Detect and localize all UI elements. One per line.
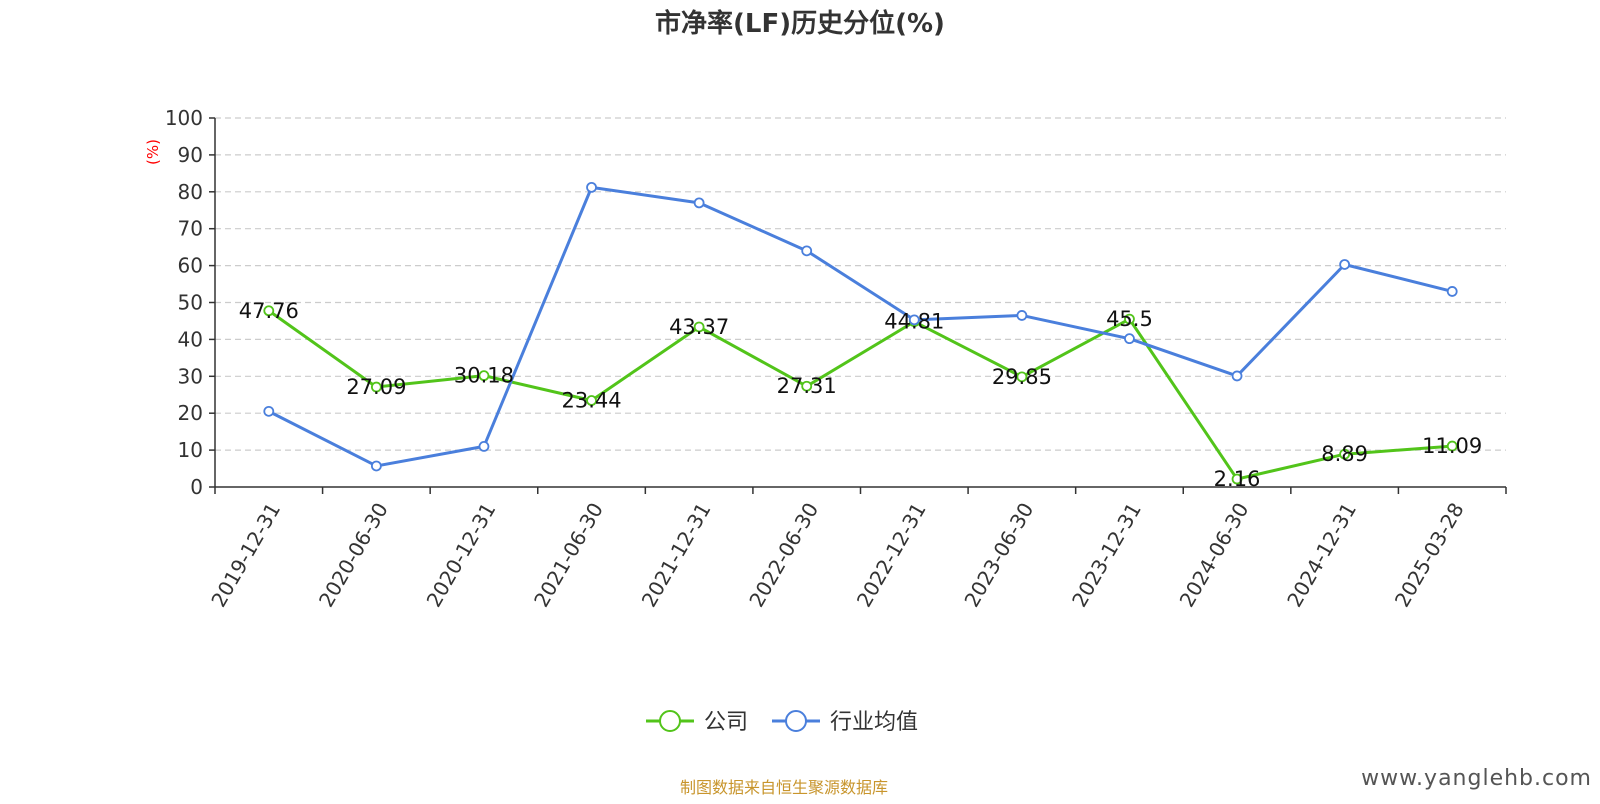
data-point[interactable] bbox=[801, 245, 813, 257]
series-line bbox=[268, 185, 1453, 468]
data-point[interactable] bbox=[263, 405, 275, 417]
x-tick-label: 2024-12-31 bbox=[1282, 499, 1361, 612]
series-line bbox=[267, 309, 1453, 481]
x-tick-label: 2020-06-30 bbox=[314, 499, 393, 612]
data-point[interactable] bbox=[478, 370, 490, 382]
data-label: 30.18 bbox=[454, 364, 514, 388]
data-label: 43.37 bbox=[669, 315, 729, 339]
y-axis-label: (%) bbox=[144, 139, 162, 165]
data-point[interactable] bbox=[693, 321, 705, 333]
x-tick-label: 2023-06-30 bbox=[959, 499, 1038, 612]
series-company bbox=[263, 305, 1458, 485]
data-label: 27.09 bbox=[346, 375, 406, 399]
chart-title: 市净率(LF)历史分位(%) bbox=[655, 8, 945, 39]
x-tick-label: 2023-12-31 bbox=[1067, 499, 1146, 612]
legend-circle-icon bbox=[785, 710, 807, 732]
data-point[interactable] bbox=[1124, 333, 1135, 345]
x-tick-label: 2022-12-31 bbox=[852, 499, 931, 612]
series-industry-average bbox=[263, 181, 1458, 472]
data-point[interactable] bbox=[1016, 310, 1028, 321]
data-point[interactable] bbox=[1231, 473, 1243, 485]
legend-label: 公司 bbox=[704, 710, 748, 735]
y-tick-label: 30 bbox=[178, 364, 203, 388]
x-tick-label: 2019-12-31 bbox=[206, 499, 285, 612]
x-tick-label: 2021-12-31 bbox=[637, 499, 716, 612]
data-point[interactable] bbox=[586, 395, 597, 406]
data-point[interactable] bbox=[801, 380, 813, 392]
y-tick-label: 100 bbox=[165, 106, 203, 130]
x-tick-label: 2020-12-31 bbox=[422, 499, 501, 612]
data-label: 27.31 bbox=[777, 374, 837, 398]
x-tick-label: 2024-06-30 bbox=[1175, 499, 1254, 612]
watermark: www.yanglehb.com bbox=[1361, 766, 1592, 791]
data-label: 45.5 bbox=[1106, 307, 1153, 331]
data-label: 29.85 bbox=[992, 365, 1052, 389]
data-point[interactable] bbox=[370, 381, 382, 393]
legend-label: 行业均值 bbox=[830, 710, 918, 735]
y-tick-label: 0 bbox=[190, 475, 203, 499]
series-layer bbox=[263, 181, 1458, 485]
x-tick-label: 2025-03-28 bbox=[1390, 499, 1469, 612]
legend-item-industry-average[interactable]: 行业均值 bbox=[772, 710, 918, 735]
data-point[interactable] bbox=[263, 305, 275, 317]
data-label: 8.89 bbox=[1321, 442, 1368, 466]
data-point[interactable] bbox=[908, 314, 920, 326]
legend-circle-icon bbox=[659, 710, 681, 732]
data-label: 2.16 bbox=[1214, 467, 1261, 491]
data-point[interactable] bbox=[1446, 286, 1458, 297]
data-point[interactable] bbox=[586, 181, 597, 193]
data-point[interactable] bbox=[1016, 371, 1028, 383]
data-point[interactable] bbox=[693, 197, 705, 209]
y-tick-label: 40 bbox=[178, 327, 203, 351]
y-tick-label: 80 bbox=[178, 180, 203, 204]
x-tick-label: 2021-06-30 bbox=[529, 499, 608, 612]
data-labels: 47.76 27.09 30.18 23.44 43.37 27.31 44.81 29.85… bbox=[239, 299, 1483, 491]
source-note: 制图数据来自恒生聚源数据库 bbox=[680, 778, 888, 797]
data-point[interactable] bbox=[1231, 370, 1243, 382]
legend[interactable]: 公司 行业均值 bbox=[646, 710, 918, 735]
data-label: 23.44 bbox=[561, 389, 621, 413]
grid-lines bbox=[215, 117, 1506, 451]
y-tick-label: 70 bbox=[178, 217, 203, 241]
data-point[interactable] bbox=[1446, 440, 1458, 452]
y-tick-label: 90 bbox=[178, 143, 203, 167]
y-tick-label: 50 bbox=[178, 291, 203, 315]
data-label: 11.09 bbox=[1422, 434, 1482, 458]
legend-item-company[interactable]: 公司 bbox=[646, 710, 748, 735]
axes: 0 10 20 30 40 50 60 70 80 90 100 2019-12-31 2020-06-… bbox=[165, 106, 1507, 612]
data-point[interactable] bbox=[1339, 259, 1351, 270]
data-point[interactable] bbox=[370, 460, 382, 472]
data-label: 47.76 bbox=[239, 299, 299, 323]
data-point[interactable] bbox=[1124, 313, 1135, 325]
y-tick-label: 60 bbox=[178, 254, 203, 278]
y-tick-label: 10 bbox=[178, 438, 203, 462]
data-point[interactable] bbox=[478, 441, 490, 452]
data-point[interactable] bbox=[1339, 448, 1351, 460]
y-tick-label: 20 bbox=[178, 401, 203, 425]
data-label: 44.81 bbox=[884, 310, 944, 334]
x-tick-label: 2022-06-30 bbox=[744, 499, 823, 612]
